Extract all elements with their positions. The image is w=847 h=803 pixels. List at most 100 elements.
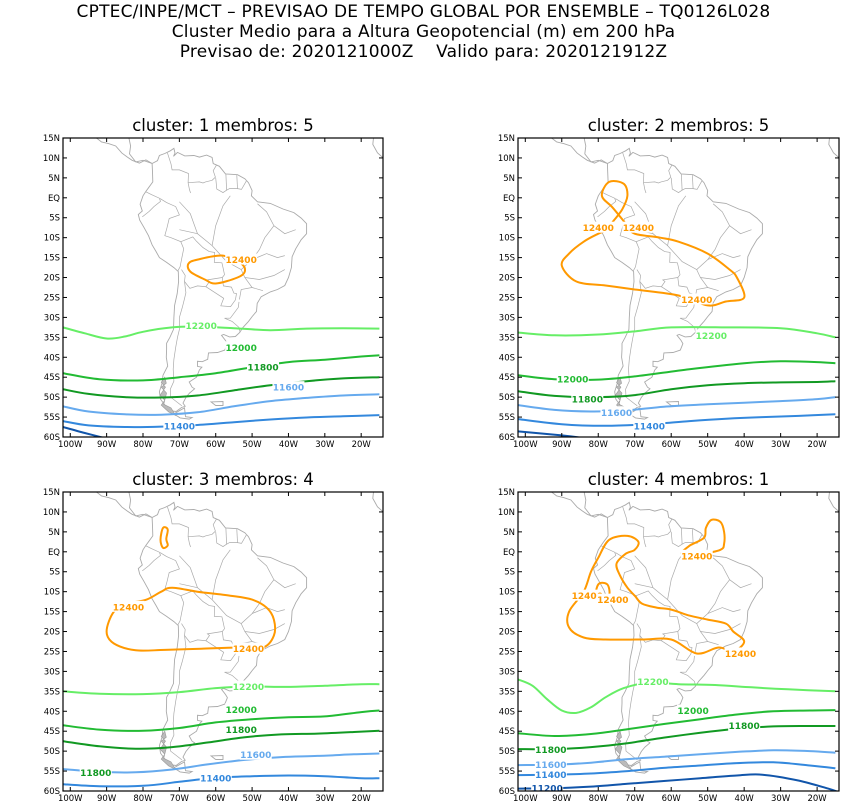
country-border <box>205 277 237 307</box>
lat-label: 20S <box>499 274 515 284</box>
country-border <box>169 281 187 407</box>
contour-label-bg <box>239 748 272 760</box>
country-border <box>225 528 227 545</box>
contour-label-bg <box>225 341 258 353</box>
lon-label: 50W <box>242 794 262 803</box>
lat-label: 15N <box>43 134 60 144</box>
lat-label: 5S <box>49 568 60 578</box>
map-panel-1: cluster: 1 membros: 5 12400 12200 12000 1180… <box>43 116 384 450</box>
contour-label: 12400 <box>623 224 654 234</box>
country-border <box>273 225 296 235</box>
lon-label: 40W <box>279 794 299 803</box>
lat-label: 25S <box>44 647 60 657</box>
contour-label-bg <box>571 393 604 405</box>
lon-label: 60W <box>662 794 682 803</box>
lat-label: 5N <box>503 528 515 538</box>
lat-label: 10S <box>44 234 60 244</box>
contour-label-bg <box>534 743 567 755</box>
contour-12200 <box>63 325 380 340</box>
country-border <box>211 195 231 246</box>
lat-label: 5S <box>504 214 515 224</box>
lat-label: 15S <box>44 608 60 618</box>
lat-label: 35S <box>499 687 515 697</box>
lon-label: 100W <box>513 794 538 803</box>
map-panel-4: cluster: 4 membros: 11240012400122001200… <box>498 470 840 803</box>
country-border <box>236 529 238 543</box>
lon-label: 80W <box>133 440 153 450</box>
country-border <box>670 177 703 194</box>
contour-label-bg <box>636 675 669 687</box>
contour-label: 11600 <box>273 384 304 394</box>
lat-label: 10N <box>43 154 60 164</box>
contour-12400 <box>105 586 277 652</box>
country-border <box>643 164 673 184</box>
country-border <box>167 506 191 548</box>
contour-11400 <box>63 414 380 429</box>
country-border <box>700 623 741 634</box>
coastline <box>372 492 383 513</box>
contour-label: 11800 <box>80 769 111 779</box>
country-border <box>188 164 217 184</box>
contour-label: 11400 <box>634 422 665 432</box>
lat-label: 35S <box>44 333 60 343</box>
header-line-1: CPTEC/INPE/MCT – PREVISAO DE TEMPO GLOBA… <box>76 2 771 22</box>
country-border <box>729 225 752 235</box>
lat-label: 15S <box>499 254 515 264</box>
lat-label: 15N <box>498 488 515 498</box>
contour-label-bg <box>600 406 633 418</box>
lat-label: EQ <box>503 194 515 204</box>
coastline <box>137 147 308 412</box>
contour-label: 11400 <box>164 423 195 433</box>
lon-label: 90W <box>552 440 572 450</box>
lat-label: 55S <box>499 767 515 777</box>
coastline <box>173 407 194 420</box>
lon-label: 40W <box>735 794 755 803</box>
lon-label: 80W <box>589 440 609 450</box>
country-border <box>167 152 191 194</box>
contour-label: 11800 <box>572 396 603 406</box>
contour-label-bg <box>596 593 629 605</box>
contour-label-bg <box>199 771 232 783</box>
lat-label: 20S <box>44 274 60 284</box>
lon-label: 80W <box>589 794 609 803</box>
country-border <box>159 198 185 271</box>
contour-label-bg <box>272 381 305 393</box>
contour-12000 <box>63 709 380 732</box>
country-border <box>661 631 693 661</box>
country-border <box>729 579 752 589</box>
country-border <box>597 545 617 572</box>
lon-label: 20W <box>807 440 827 450</box>
country-border <box>244 623 285 634</box>
lat-label: EQ <box>503 548 515 558</box>
lat-label: 25S <box>499 293 515 303</box>
country-border <box>694 203 731 300</box>
contour-label-bg <box>724 647 757 659</box>
contour-label-bg <box>534 758 567 770</box>
contour-label: 11200 <box>532 785 563 795</box>
coastline <box>128 138 153 164</box>
lon-label: 60W <box>206 440 226 450</box>
country-border <box>224 301 241 333</box>
contour-label-bg <box>185 319 218 331</box>
contour-label-bg <box>680 549 713 561</box>
map-frame <box>517 137 840 438</box>
contour-label-bg <box>232 680 265 692</box>
country-border <box>694 557 731 654</box>
lon-label: 30W <box>315 440 335 450</box>
contour-label: 12400 <box>681 296 712 306</box>
lon-label: 60W <box>206 794 226 803</box>
coastline <box>628 407 649 420</box>
coastline <box>550 492 608 518</box>
contour-11400 <box>518 413 836 427</box>
coastline <box>828 492 839 513</box>
lat-label: 30S <box>44 667 60 677</box>
lat-label: 50S <box>499 747 515 757</box>
lat-label: 30S <box>499 667 515 677</box>
lat-label: 45S <box>44 727 60 737</box>
lat-label: 5N <box>503 174 515 184</box>
country-border <box>273 579 296 589</box>
lon-label: 40W <box>279 440 299 450</box>
contour-label: 12400 <box>583 224 614 234</box>
contour-11800 <box>63 376 380 399</box>
coastline <box>550 138 608 164</box>
